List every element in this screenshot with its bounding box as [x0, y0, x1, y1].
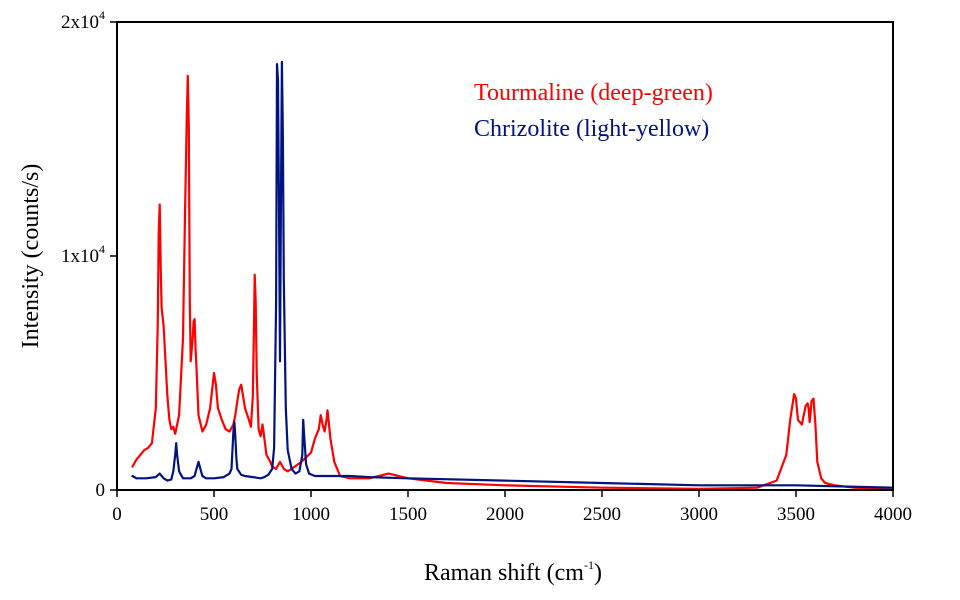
y-tick-label-base: 2x10 — [61, 12, 99, 33]
legend-entry-tourmaline: Tourmaline (deep-green) — [474, 80, 713, 106]
legend-entry-chrizolite: Chrizolite (light-yellow) — [474, 116, 709, 142]
x-axis-title-main: Raman shift (cm — [424, 560, 584, 586]
x-axis-title-superscript: -1 — [584, 558, 594, 572]
x-tick-label: 0 — [112, 504, 122, 525]
series-line-1 — [131, 60, 895, 489]
x-tick-label: 1000 — [292, 504, 330, 525]
x-tick-label: 3000 — [680, 504, 718, 525]
ticks-layer: 0 500 1000 1500 2000 2500 3000 3500 400001x1042x… — [61, 8, 912, 525]
y-tick-label-exponent: 4 — [99, 8, 105, 22]
y-tick-label: 1x104 — [61, 242, 105, 267]
x-tick-label: 1500 — [389, 504, 427, 525]
x-axis-title-close: ) — [594, 560, 602, 586]
x-tick-label: 3500 — [777, 504, 815, 525]
legend: Tourmaline (deep-green) Chrizolite (ligh… — [474, 80, 713, 142]
y-tick-label: 2x104 — [61, 8, 105, 33]
y-tick-label-base: 1x10 — [61, 246, 99, 267]
x-tick-label: 2000 — [486, 504, 524, 525]
y-tick-label: 0 — [96, 480, 106, 501]
y-tick-label-exponent: 4 — [99, 242, 105, 256]
x-tick-label: 2500 — [583, 504, 621, 525]
x-axis-title: Raman shift (cm-1) — [424, 558, 602, 586]
y-axis-title: Intensity (counts/s) — [18, 164, 44, 349]
y-tick-label-base: 0 — [96, 480, 106, 501]
series-line-0 — [131, 74, 895, 492]
x-tick-label: 500 — [200, 504, 229, 525]
series-layer — [131, 60, 895, 492]
x-tick-label: 4000 — [874, 504, 912, 525]
